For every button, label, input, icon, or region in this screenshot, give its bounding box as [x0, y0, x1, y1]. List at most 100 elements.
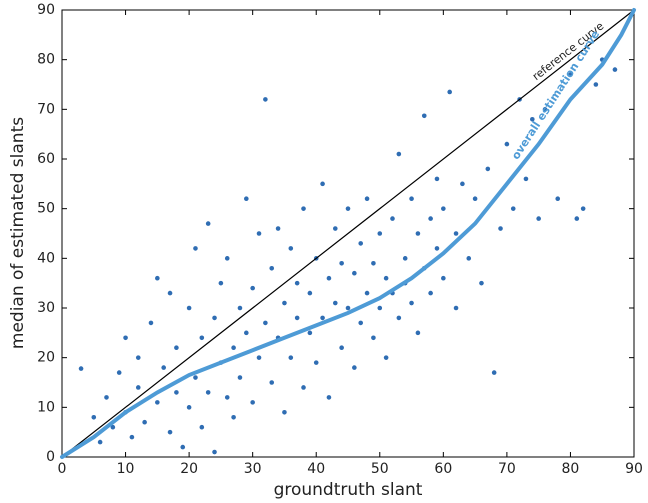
- scatter-point: [174, 390, 179, 395]
- scatter-point: [212, 449, 217, 455]
- scatter-point: [421, 113, 427, 119]
- scatter-point: [193, 375, 198, 380]
- scatter-point: [320, 181, 325, 187]
- scatter-point: [345, 206, 351, 211]
- scatter-point: [269, 380, 275, 385]
- scatter-point: [250, 400, 255, 405]
- scatter-point: [301, 385, 306, 390]
- y-tick-label: 20: [37, 350, 55, 366]
- scatter-point: [78, 366, 84, 371]
- scatter-point: [574, 216, 580, 221]
- x-tick-label: 80: [562, 461, 580, 477]
- scatter-point: [307, 290, 313, 296]
- scatter-point: [415, 330, 421, 336]
- scatter-point: [155, 275, 160, 281]
- scatter-point: [371, 261, 376, 266]
- scatter-point: [110, 424, 116, 430]
- scatter-point: [460, 181, 465, 187]
- scatter-point: [364, 196, 370, 202]
- scatter-point: [244, 196, 249, 202]
- curve-line: [60, 8, 636, 459]
- scatter-point: [256, 231, 262, 236]
- scatter-point: [612, 67, 618, 72]
- scatter-point: [275, 226, 281, 231]
- scatter-point: [332, 300, 338, 306]
- scatter-point: [453, 305, 459, 311]
- scatter-point: [205, 390, 211, 395]
- scatter-point: [390, 216, 395, 221]
- scatter-point: [409, 300, 414, 306]
- scatter-point: [377, 305, 383, 311]
- scatter-point: [91, 414, 97, 420]
- scatter-point: [434, 246, 440, 251]
- scatter-point: [135, 385, 141, 390]
- scatter-point: [294, 280, 300, 286]
- x-tick-label: 0: [58, 461, 67, 477]
- plot-frame: [61, 9, 635, 458]
- scatter-point: [288, 355, 294, 360]
- scatter-point: [199, 424, 205, 430]
- scatter-point: [580, 206, 586, 211]
- scatter-point: [294, 315, 300, 321]
- scatter-point: [339, 261, 344, 266]
- x-tick-label: 50: [371, 461, 389, 477]
- scatter-point: [205, 221, 211, 226]
- scatter-point: [466, 256, 472, 261]
- scatter-point: [250, 285, 255, 291]
- scatter-point: [472, 196, 478, 202]
- scatter-point: [123, 335, 128, 341]
- scatter-point: [199, 335, 205, 341]
- scatter-point: [256, 355, 262, 360]
- scatter-point: [135, 355, 141, 360]
- scatter-point: [447, 89, 452, 95]
- scatter-point: [97, 439, 103, 445]
- scatter-point: [282, 300, 287, 306]
- scatter-point: [148, 320, 154, 326]
- scatter-point: [231, 414, 236, 420]
- scatter-point: [441, 275, 446, 281]
- scatter-point: [269, 265, 275, 271]
- scatter-point: [116, 370, 122, 375]
- scatter-point: [167, 290, 173, 296]
- scatter-point: [155, 400, 160, 405]
- scatter-point: [288, 246, 294, 251]
- scatter-point: [485, 166, 491, 172]
- scatter-point: [174, 345, 179, 351]
- scatter-point: [536, 216, 541, 221]
- x-tick-label: 90: [625, 461, 643, 477]
- scatter-point: [218, 280, 224, 286]
- y-tick-label: 60: [37, 151, 55, 167]
- scatter-point: [244, 330, 249, 336]
- scatter-point: [523, 176, 529, 182]
- curve-line: [61, 9, 635, 458]
- scatter-point: [479, 280, 484, 286]
- scatter-point: [263, 320, 268, 326]
- y-tick-label: 80: [37, 52, 55, 68]
- scatter-point: [129, 434, 135, 440]
- scatter-point: [371, 335, 376, 341]
- scatter-point: [301, 206, 306, 211]
- scatter-point: [339, 345, 344, 351]
- x-tick-label: 20: [180, 461, 198, 477]
- scatter-point: [186, 405, 192, 410]
- scatter-point: [326, 275, 332, 281]
- scatter-point: [568, 72, 573, 77]
- scatter-point: [224, 256, 230, 261]
- scatter-point: [320, 315, 325, 321]
- scatter-point: [434, 176, 440, 182]
- scatter-point: [313, 360, 319, 365]
- scatter-point: [441, 206, 446, 211]
- x-tick-label: 60: [434, 461, 452, 477]
- scatter-point: [104, 395, 109, 400]
- y-tick-label: 50: [37, 201, 55, 217]
- y-tick-label: 10: [37, 399, 55, 415]
- scatter-point: [402, 256, 408, 261]
- scatter-point: [193, 246, 198, 251]
- scatter-point: [498, 226, 503, 231]
- scatter-point: [510, 206, 516, 211]
- y-tick-label: 90: [37, 2, 55, 18]
- estimation-curve-label: overall estimation curve: [509, 28, 602, 162]
- scatter-point: [282, 410, 287, 415]
- scatter-point: [428, 216, 433, 221]
